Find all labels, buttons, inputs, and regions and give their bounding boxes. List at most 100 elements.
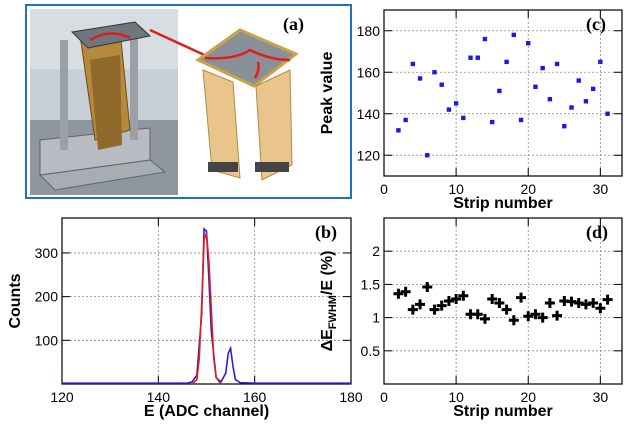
- data-point: [461, 115, 466, 121]
- plot-frame: [61, 217, 352, 385]
- x-tick-label: 180: [339, 389, 363, 405]
- x-tick-label: 120: [50, 389, 74, 405]
- data-point: [403, 117, 408, 123]
- data-point: [439, 82, 444, 87]
- x-tick-label: 30: [593, 181, 609, 197]
- data-point: [429, 304, 440, 315]
- data-point: [511, 32, 517, 38]
- data-point: [393, 288, 404, 299]
- x-tick-label: 10: [448, 389, 464, 405]
- y-label-sub: FWHM: [327, 295, 339, 329]
- data-point: [504, 59, 509, 65]
- data-point: [508, 315, 519, 326]
- data-point: [415, 299, 426, 310]
- y-tick-label: 1.5: [361, 276, 381, 292]
- data-point: [598, 59, 603, 65]
- data-point: [530, 309, 541, 320]
- data-point: [537, 312, 548, 323]
- panel-a-label: (a): [283, 14, 304, 35]
- data-point: [583, 99, 589, 104]
- data-point: [432, 70, 437, 75]
- data-point: [518, 117, 524, 123]
- y-axis-label: Counts: [7, 273, 24, 328]
- data-point: [547, 97, 553, 102]
- y-tick-label: 160: [357, 64, 381, 80]
- data-point: [443, 296, 454, 306]
- data-point: [422, 282, 433, 293]
- data-point: [458, 290, 469, 301]
- data-point: [479, 313, 490, 324]
- x-tick-label: 140: [147, 389, 171, 405]
- data-point: [494, 297, 505, 308]
- panel-label: (c): [586, 14, 606, 35]
- y-tick-label: 180: [357, 23, 381, 39]
- data-point: [540, 65, 545, 71]
- data-point: [446, 107, 452, 112]
- plot-frame: [383, 217, 623, 385]
- x-tick-label: 10: [448, 181, 464, 197]
- x-tick-label: 0: [380, 389, 388, 405]
- data-point: [544, 297, 555, 308]
- y-tick-label: 140: [357, 106, 381, 122]
- data-point: [569, 105, 574, 110]
- data-point: [451, 294, 462, 305]
- data-point: [501, 304, 512, 315]
- y-tick-label: 2: [372, 243, 380, 259]
- data-point: [590, 86, 596, 92]
- data-point: [475, 55, 480, 60]
- data-point: [602, 294, 613, 305]
- series-line-0: [62, 227, 351, 384]
- data-point: [523, 311, 534, 322]
- data-point: [552, 310, 563, 321]
- y-axis-label: ΔEFWHM/E (%): [319, 251, 339, 352]
- data-point: [453, 101, 459, 106]
- data-point: [497, 88, 502, 94]
- data-point: [526, 41, 531, 46]
- y-tick-label: 200: [35, 289, 59, 305]
- data-point: [487, 294, 498, 305]
- panel-c-peak-values: 0 10 20 30 120 140 160 180 Strip number Peak valu…: [319, 9, 623, 212]
- x-tick-label: 20: [520, 181, 536, 197]
- series-line-1: [191, 233, 222, 385]
- data-point: [516, 292, 527, 303]
- data-point: [489, 119, 495, 125]
- data-point: [562, 124, 567, 129]
- data-point: [472, 309, 483, 320]
- y-label-tail: /E (%): [319, 251, 336, 295]
- y-tick-label: 1: [372, 310, 380, 326]
- x-tick-label: 160: [243, 389, 267, 405]
- data-point: [396, 128, 401, 133]
- detector-photo-icon: [30, 9, 178, 195]
- data-point: [576, 78, 581, 83]
- y-tick-label: 120: [357, 147, 381, 163]
- y-tick-label: 0.5: [361, 343, 381, 359]
- x-axis-label: Strip number: [453, 195, 553, 212]
- panel-d-resolution: 0 10 20 30 0.5 1 1.5 2 Strip number ΔEFWHM/E (%) (…: [319, 217, 623, 420]
- data-point: [407, 304, 418, 315]
- dssd-drawing-icon: [195, 28, 299, 181]
- data-point: [605, 111, 610, 116]
- data-point: [595, 303, 606, 314]
- y-tick-label: 100: [35, 332, 59, 348]
- data-point: [482, 36, 488, 42]
- data-point: [400, 286, 411, 297]
- x-tick-label: 20: [520, 389, 536, 405]
- panel-label: (d): [586, 222, 608, 243]
- data-point: [417, 76, 423, 81]
- data-point: [468, 55, 473, 60]
- data-point: [533, 84, 538, 89]
- panel-label: (b): [315, 222, 337, 243]
- data-point: [410, 61, 416, 67]
- x-tick-label: 30: [593, 389, 609, 405]
- y-label-main: ΔE: [319, 329, 336, 352]
- x-axis-label: E (ADC channel): [144, 403, 269, 420]
- data-point: [425, 153, 430, 158]
- panel-a-photo: (a): [25, 4, 352, 199]
- y-axis-label: Peak value: [319, 52, 336, 135]
- x-axis-label: Strip number: [453, 403, 553, 420]
- panel-b-spectrum: 120 140 160 180 100 200 300 E (ADC channel) Coun…: [7, 217, 363, 420]
- plot-frame: [383, 9, 623, 177]
- data-point: [588, 297, 599, 308]
- x-tick-label: 0: [380, 181, 388, 197]
